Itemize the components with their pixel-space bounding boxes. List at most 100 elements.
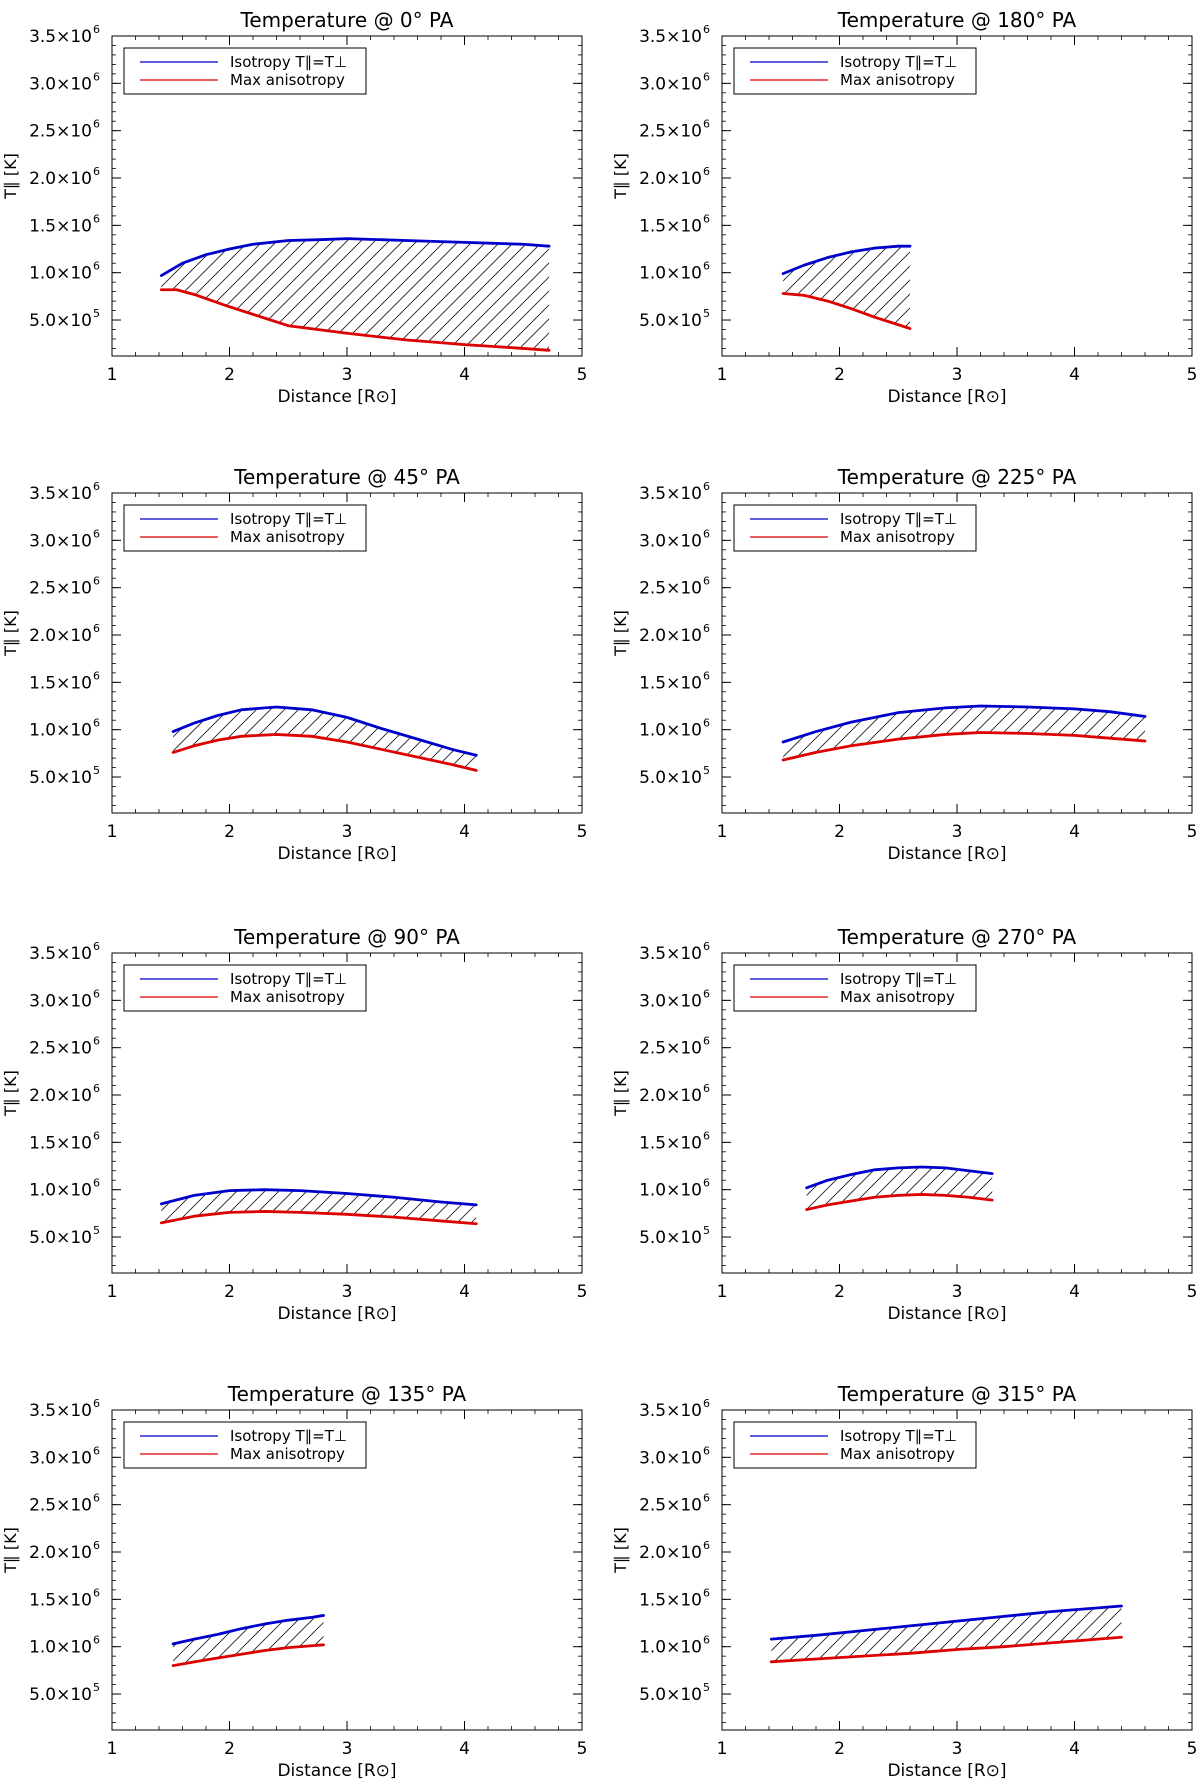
- y-tick-mantissa: 2.0: [639, 169, 666, 189]
- y-tick-times: ×10: [666, 74, 702, 94]
- legend: Isotropy T∥=T⊥Max anisotropy: [733, 964, 977, 1012]
- chart-panel: Temperature @ 45° PA1 2 3 4 55.0×10 51.0×10 61…: [1, 465, 587, 864]
- y-tick-label: 1.0×10: [29, 264, 92, 284]
- hatched-range-area: [173, 1615, 324, 1666]
- y-tick-label: 2.0×10: [29, 1543, 92, 1563]
- y-tick-mantissa: 2.5: [29, 1039, 56, 1059]
- legend-label: Isotropy T∥=T⊥: [230, 510, 347, 528]
- y-tick-label: 1.0×10: [639, 721, 702, 741]
- y-tick-times: ×10: [666, 531, 702, 551]
- y-axis-label: T∥ [K]: [1, 153, 20, 200]
- y-tick-exponent: 6: [703, 717, 710, 730]
- y-tick-times: ×10: [666, 626, 702, 646]
- y-tick-label: 3.0×10: [29, 74, 92, 94]
- hatched-range-area: [173, 706, 477, 771]
- legend: Isotropy T∥=T⊥Max anisotropy: [123, 47, 367, 95]
- hatched-range-area: [806, 1166, 993, 1210]
- y-tick-label: 3.5×10: [639, 944, 702, 964]
- y-tick-label: 3.5×10: [639, 27, 702, 47]
- y-tick-times: ×10: [56, 1133, 92, 1153]
- y-tick-label: 1.5×10: [29, 216, 92, 236]
- x-tick-label: 2: [834, 365, 845, 385]
- y-tick-mantissa: 1.0: [639, 721, 666, 741]
- y-tick-mantissa: 5.0: [639, 768, 666, 788]
- y-tick-times: ×10: [666, 1590, 702, 1610]
- y-tick-exponent: 6: [703, 1397, 710, 1410]
- y-axis-label: T∥ [K]: [611, 610, 630, 657]
- y-tick-mantissa: 5.0: [639, 1228, 666, 1248]
- legend-label: Isotropy T∥=T⊥: [840, 510, 957, 528]
- x-tick-label: 3: [342, 365, 353, 385]
- legend: Isotropy T∥=T⊥Max anisotropy: [123, 1421, 367, 1469]
- y-tick-label: 1.0×10: [639, 1181, 702, 1201]
- y-tick-times: ×10: [666, 1401, 702, 1421]
- y-tick-label: 1.5×10: [639, 216, 702, 236]
- y-tick-label: 2.5×10: [29, 1496, 92, 1516]
- x-tick-label: 2: [834, 1739, 845, 1759]
- y-tick-mantissa: 2.0: [29, 169, 56, 189]
- y-tick-exponent: 6: [703, 1035, 710, 1048]
- y-tick-times: ×10: [666, 721, 702, 741]
- y-tick-exponent: 6: [703, 480, 710, 493]
- x-tick-label: 4: [1069, 1282, 1080, 1302]
- y-tick-times: ×10: [56, 169, 92, 189]
- legend: Isotropy T∥=T⊥Max anisotropy: [123, 964, 367, 1012]
- y-axis-label: T∥ [K]: [1, 1070, 20, 1117]
- x-tick-label: 2: [834, 1282, 845, 1302]
- y-tick-exponent: 6: [703, 575, 710, 588]
- y-tick-mantissa: 5.0: [29, 1228, 56, 1248]
- x-axis-label: Distance [R⊙]: [887, 387, 1006, 407]
- x-tick-label: 4: [459, 365, 470, 385]
- chart-panel: Temperature @ 180° PA1 2 3 4 55.0×10 51.0×10 6…: [611, 8, 1197, 407]
- isotropy-series-line: [769, 1604, 1123, 1641]
- y-tick-mantissa: 5.0: [29, 768, 56, 788]
- y-tick-exponent: 6: [703, 260, 710, 273]
- max-anisotropy-series-line: [781, 292, 912, 330]
- x-tick-label: 4: [459, 1739, 470, 1759]
- y-tick-exponent: 5: [93, 1224, 100, 1237]
- y-tick-times: ×10: [56, 768, 92, 788]
- y-tick-times: ×10: [56, 673, 92, 693]
- y-tick-times: ×10: [666, 1133, 702, 1153]
- x-tick-label: 5: [1187, 1282, 1198, 1302]
- y-tick-times: ×10: [56, 311, 92, 331]
- y-tick-times: ×10: [56, 122, 92, 142]
- y-tick-times: ×10: [56, 944, 92, 964]
- x-tick-label: 3: [952, 1739, 963, 1759]
- y-tick-times: ×10: [56, 531, 92, 551]
- y-tick-exponent: 6: [703, 212, 710, 225]
- chart-panel: Temperature @ 135° PA1 2 3 4 55.0×10 51.0×10 6…: [1, 1382, 587, 1781]
- y-tick-exponent: 6: [703, 1492, 710, 1505]
- y-tick-mantissa: 1.5: [29, 1133, 56, 1153]
- y-tick-exponent: 6: [93, 669, 100, 682]
- y-tick-label: 1.5×10: [639, 1133, 702, 1153]
- y-tick-exponent: 6: [93, 1634, 100, 1647]
- max-anisotropy-series-line: [171, 733, 478, 772]
- y-tick-times: ×10: [56, 1590, 92, 1610]
- legend-label: Isotropy T∥=T⊥: [840, 53, 957, 71]
- hatched-range-area: [771, 1605, 1122, 1662]
- y-tick-mantissa: 3.0: [29, 1448, 56, 1468]
- legend-label: Isotropy T∥=T⊥: [230, 53, 347, 71]
- legend-box: [123, 964, 367, 1012]
- chart-title: Temperature @ 45° PA: [233, 465, 460, 489]
- chart-panel: Temperature @ 90° PA1 2 3 4 55.0×10 51.0×10 61…: [1, 925, 587, 1324]
- x-tick-label: 3: [342, 1282, 353, 1302]
- y-tick-label: 3.5×10: [639, 1401, 702, 1421]
- y-tick-exponent: 6: [93, 118, 100, 131]
- y-tick-exponent: 6: [703, 165, 710, 178]
- y-tick-mantissa: 1.5: [29, 673, 56, 693]
- legend-label: Max anisotropy: [230, 528, 345, 546]
- y-tick-exponent: 6: [93, 165, 100, 178]
- legend-label: Max anisotropy: [840, 988, 955, 1006]
- y-tick-times: ×10: [666, 27, 702, 47]
- chart-title: Temperature @ 180° PA: [837, 8, 1077, 32]
- chart-title: Temperature @ 225° PA: [837, 465, 1077, 489]
- y-tick-label: 2.5×10: [639, 1039, 702, 1059]
- y-tick-mantissa: 2.5: [29, 1496, 56, 1516]
- y-tick-label: 5.0×10: [639, 768, 702, 788]
- y-axis-label: T∥ [K]: [611, 1527, 630, 1574]
- legend-label: Max anisotropy: [230, 71, 345, 89]
- y-tick-exponent: 5: [93, 307, 100, 320]
- y-tick-mantissa: 1.5: [29, 1590, 56, 1610]
